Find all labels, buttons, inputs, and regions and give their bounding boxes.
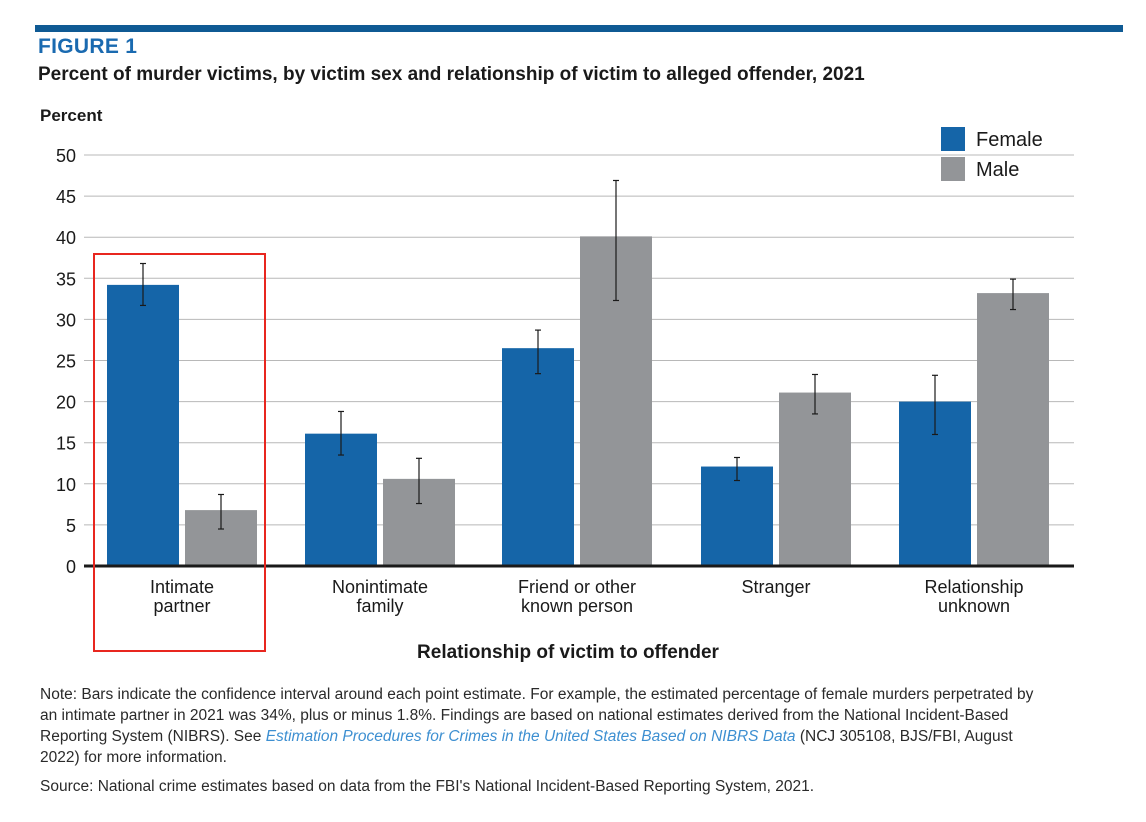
error-bar	[932, 374, 938, 436]
highlight-box	[93, 253, 266, 652]
y-tick-label: 25	[56, 352, 76, 372]
legend-label-male: Male	[976, 159, 1019, 181]
error-bar	[812, 373, 818, 415]
bar-female	[305, 433, 377, 566]
error-bar	[734, 456, 740, 482]
y-tick-label: 45	[56, 187, 76, 207]
x-tick-label: Stranger	[741, 577, 810, 597]
legend-label-female: Female	[976, 129, 1043, 151]
legend: Female Male	[941, 127, 1043, 181]
x-tick-label: Friend or other	[518, 577, 636, 597]
error-bar	[218, 493, 224, 530]
error-bar	[338, 410, 344, 456]
error-bar	[1010, 278, 1016, 311]
x-axis-label: Relationship of victim to offender	[417, 642, 720, 663]
y-tick-label: 15	[56, 434, 76, 454]
error-bars	[140, 179, 1016, 530]
legend-swatch-male	[941, 157, 965, 181]
error-bar	[140, 262, 146, 307]
note-text: Note: Bars indicate the confidence inter…	[40, 684, 1040, 768]
y-tick-label: 50	[56, 146, 76, 166]
figure-title: Percent of murder victims, by victim sex…	[38, 64, 865, 85]
figure-label: FIGURE 1	[38, 35, 138, 58]
y-tick-label: 35	[56, 269, 76, 289]
legend-swatch-female	[941, 127, 965, 151]
x-tick-label: Nonintimate	[332, 577, 428, 597]
y-tick-label: 5	[66, 516, 76, 536]
bar-female	[107, 284, 179, 566]
x-tick-label: known person	[521, 596, 633, 616]
x-tick-label: unknown	[938, 596, 1010, 616]
y-tick-label: 20	[56, 393, 76, 413]
bar-female	[502, 348, 574, 566]
error-bar	[416, 457, 422, 505]
bars	[107, 236, 1049, 567]
note-tail: (NCJ 305108, BJS/FBI, August 2022) for m…	[40, 728, 1013, 766]
note-link[interactable]: Estimation Procedures for Crimes in the …	[265, 728, 796, 745]
bar-chart: Percent 0 5 10 15 20 25 30 35 40 45 50 Intimatepar…	[40, 106, 1074, 663]
y-tick-label: 40	[56, 228, 76, 248]
error-bar	[535, 329, 541, 375]
error-bar	[613, 179, 619, 302]
note-body: Note: Bars indicate the confidence inter…	[40, 686, 1034, 745]
bar-male	[779, 392, 851, 566]
y-tick-label: 30	[56, 310, 76, 330]
bar-male	[977, 293, 1049, 566]
x-tick-label: partner	[153, 596, 210, 616]
bar-female	[701, 466, 773, 566]
y-tick-labels: 0 5 10 15 20 25 30 35 40 45 50	[56, 146, 76, 577]
top-rule	[35, 25, 1123, 32]
x-tick-label: Relationship	[924, 577, 1023, 597]
y-tick-label: 10	[56, 475, 76, 495]
y-tick-label: 0	[66, 557, 76, 577]
x-tick-label: Intimate	[150, 577, 214, 597]
x-tick-label: family	[356, 596, 403, 616]
y-axis-label: Percent	[40, 106, 103, 125]
source-text: Source: National crime estimates based o…	[40, 778, 815, 795]
